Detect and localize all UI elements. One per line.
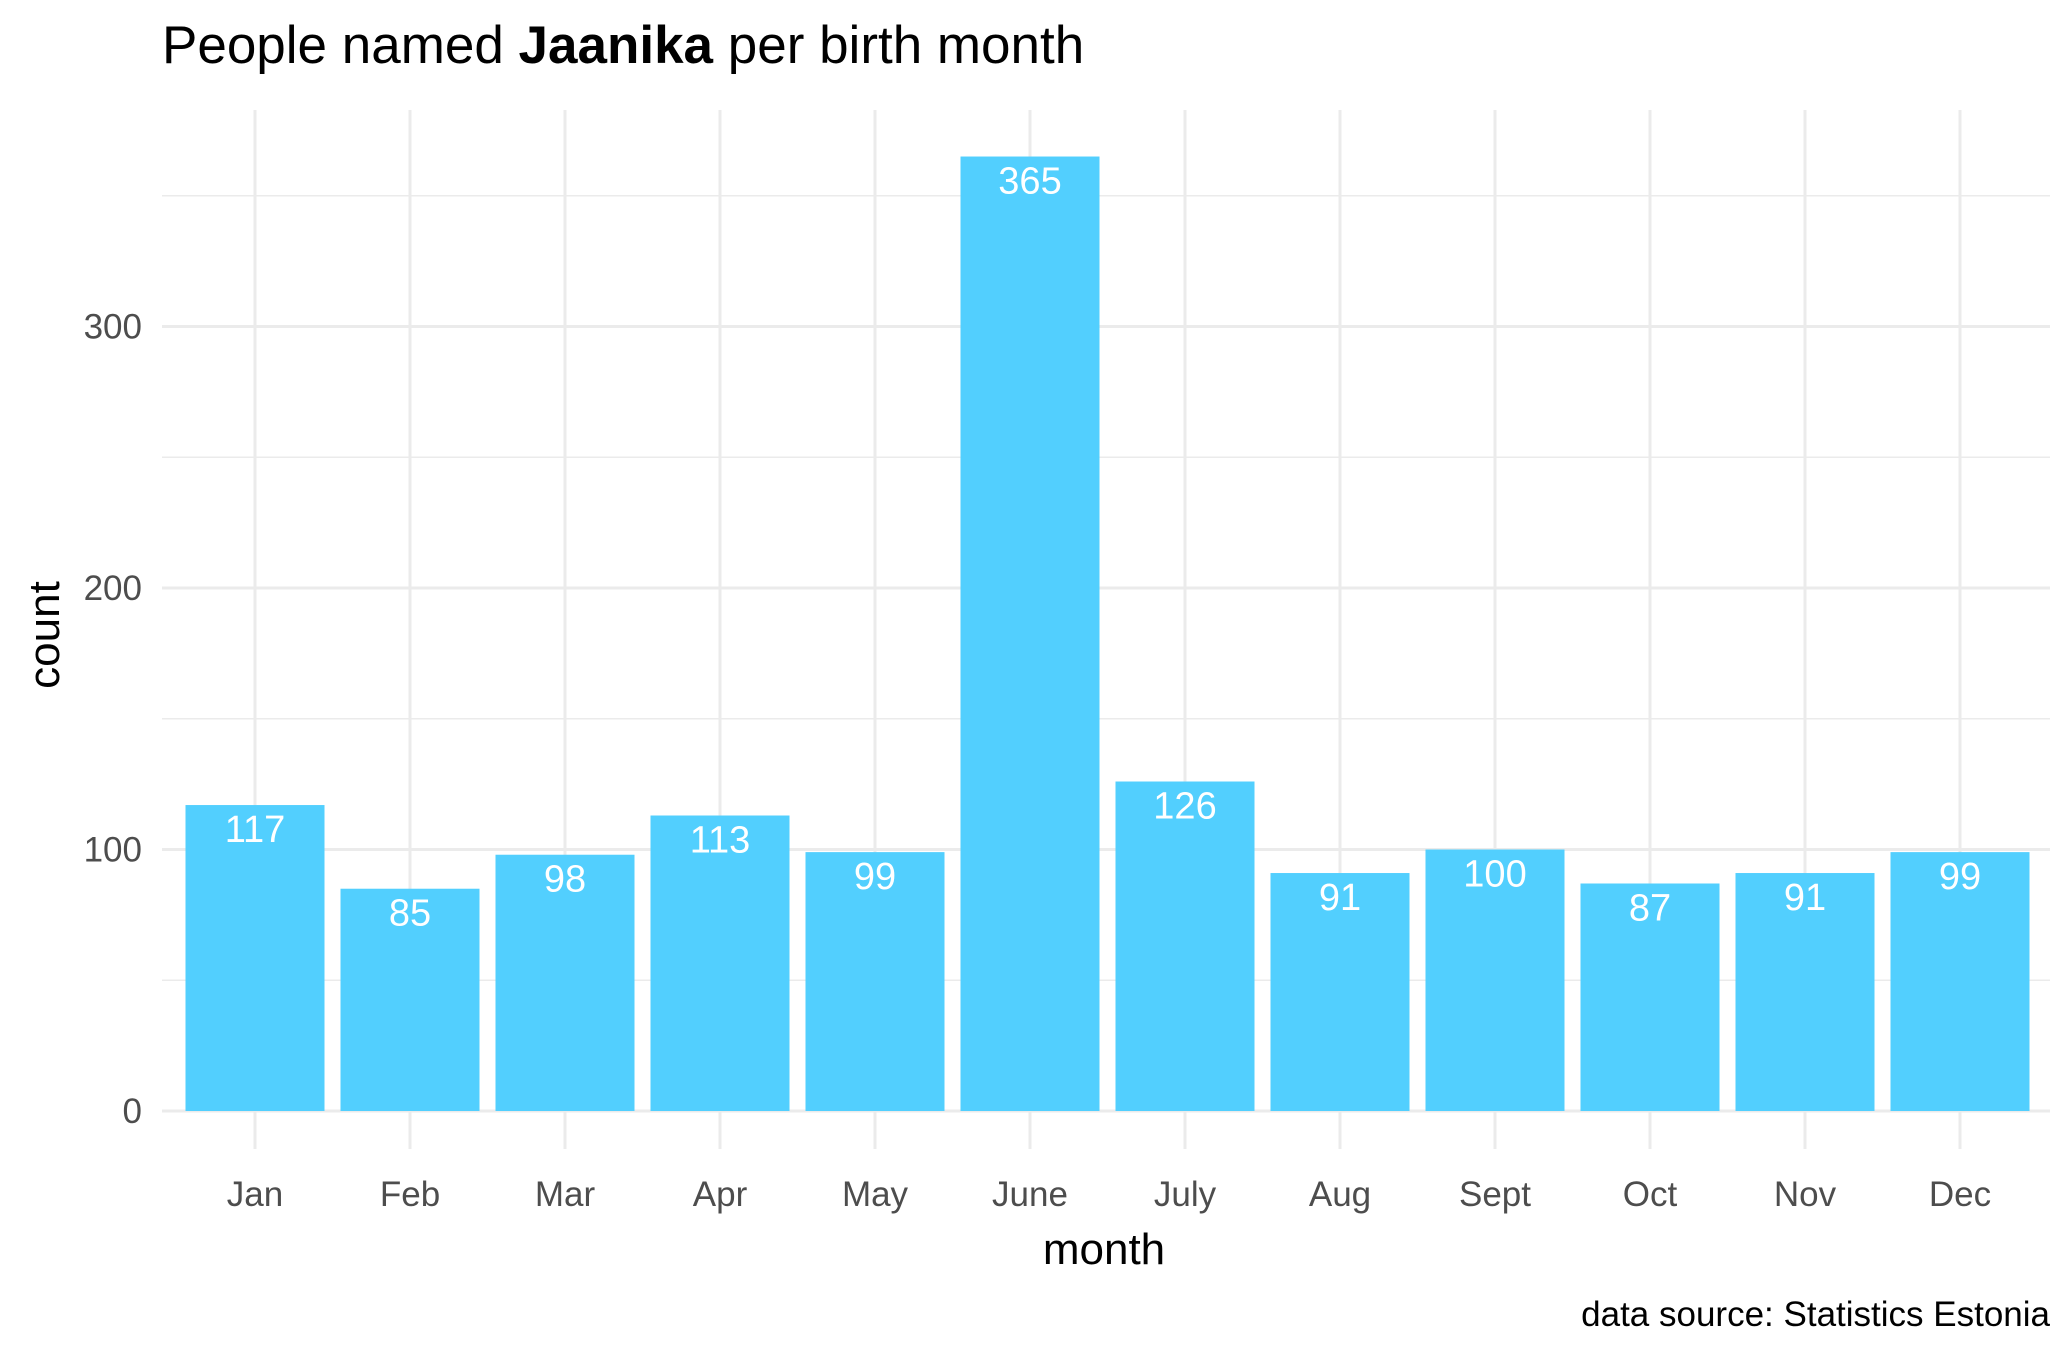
x-tick-label: May	[842, 1175, 909, 1214]
x-tick-label: Sept	[1459, 1175, 1531, 1214]
bar-mar	[495, 854, 635, 1111]
bar-label-sept: 100	[1463, 854, 1526, 896]
chart-title-suffix: per birth month	[713, 16, 1084, 75]
bar-label-aug: 91	[1319, 877, 1361, 919]
x-axis-title: month	[1043, 1225, 1165, 1274]
y-tick-label: 200	[84, 569, 142, 608]
bar-label-feb: 85	[389, 893, 431, 935]
bar-nov	[1735, 873, 1875, 1111]
x-tick-label: Dec	[1929, 1175, 1991, 1214]
bar-may	[805, 852, 945, 1111]
bar-label-july: 126	[1153, 786, 1216, 828]
bar-oct	[1580, 883, 1720, 1111]
chart-title: People named Jaanika per birth month	[162, 16, 1084, 75]
chart-title-prefix: People named	[162, 16, 519, 75]
x-tick-label: Apr	[693, 1175, 748, 1214]
x-tick-label: Feb	[380, 1175, 440, 1214]
bar-label-dec: 99	[1939, 856, 1981, 898]
x-tick-label: Oct	[1623, 1175, 1678, 1214]
bars	[185, 156, 2030, 1111]
bar-july	[1115, 781, 1255, 1111]
bar-label-apr: 113	[690, 820, 751, 862]
caption: data source: Statistics Estonia	[1581, 1295, 2050, 1334]
chart-title-name: Jaanika	[519, 16, 714, 75]
bar-sept	[1425, 849, 1565, 1111]
bar-dec	[1890, 852, 2030, 1111]
x-tick-label: June	[992, 1175, 1068, 1214]
data-labels: 117 85 98 113 99 365 126 91 100 87 91 99	[225, 161, 1981, 935]
bar-june	[960, 156, 1100, 1111]
bar-label-may: 99	[854, 856, 896, 898]
bar-aug	[1270, 873, 1410, 1111]
x-tick-label: Mar	[535, 1175, 596, 1214]
x-axis-ticks: Jan Feb Mar Apr May June July Aug Sept Oct Nov Dec	[227, 1175, 1991, 1214]
x-tick-label: Aug	[1309, 1175, 1371, 1214]
bar-label-jan: 117	[225, 809, 286, 851]
y-tick-label: 100	[84, 831, 142, 870]
y-tick-label: 0	[123, 1092, 142, 1131]
bar-label-oct: 87	[1629, 887, 1671, 929]
y-tick-label: 300	[84, 308, 142, 347]
x-tick-label: Nov	[1774, 1175, 1837, 1214]
y-axis-title: count	[20, 581, 69, 689]
bar-label-nov: 91	[1784, 877, 1826, 919]
x-tick-label: July	[1154, 1175, 1217, 1214]
x-tick-label: Jan	[227, 1175, 283, 1214]
bar-feb	[340, 888, 480, 1111]
bar-label-mar: 98	[544, 859, 586, 901]
y-axis-ticks: 0 100 200 300	[84, 308, 142, 1132]
bar-jan	[185, 805, 325, 1111]
bar-apr	[650, 815, 790, 1111]
bar-label-june: 365	[998, 161, 1061, 203]
